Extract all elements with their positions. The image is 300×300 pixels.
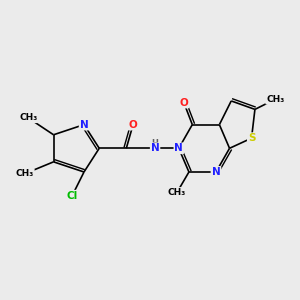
Text: N: N <box>212 167 220 177</box>
Text: N: N <box>151 143 160 153</box>
Text: O: O <box>129 120 137 130</box>
Text: CH₃: CH₃ <box>16 169 34 178</box>
Text: N: N <box>212 167 220 177</box>
Text: CH₃: CH₃ <box>266 95 284 104</box>
Text: S: S <box>248 133 255 143</box>
Text: O: O <box>179 98 188 108</box>
Text: N: N <box>174 143 183 153</box>
Text: Cl: Cl <box>67 191 78 201</box>
Text: H: H <box>152 139 158 148</box>
Text: CH₃: CH₃ <box>168 188 186 197</box>
Text: CH₃: CH₃ <box>19 113 37 122</box>
Text: N: N <box>80 120 88 130</box>
